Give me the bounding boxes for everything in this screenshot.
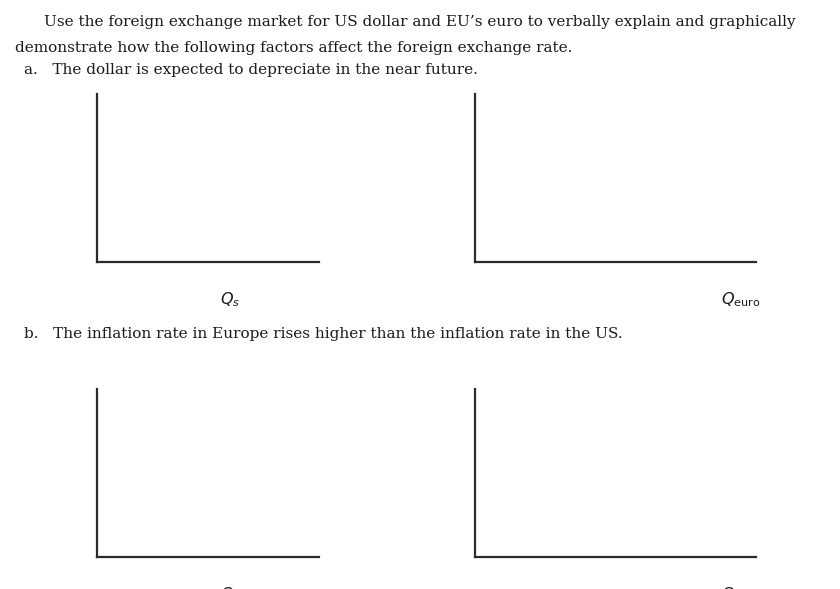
Text: $Q_s$: $Q_s$ [220,290,240,309]
Text: a.   The dollar is expected to depreciate in the near future.: a. The dollar is expected to depreciate … [24,63,477,77]
Text: $Q_s$: $Q_s$ [220,585,240,589]
Text: b.   The inflation rate in Europe rises higher than the inflation rate in the US: b. The inflation rate in Europe rises hi… [24,327,622,341]
Text: $Q_{\mathrm{euro}}$: $Q_{\mathrm{euro}}$ [721,585,760,589]
Text: Use the foreign exchange market for US dollar and EU’s euro to verbally explain : Use the foreign exchange market for US d… [45,15,795,29]
Text: demonstrate how the following factors affect the foreign exchange rate.: demonstrate how the following factors af… [15,41,573,55]
Text: $Q_{\mathrm{euro}}$: $Q_{\mathrm{euro}}$ [721,290,760,309]
